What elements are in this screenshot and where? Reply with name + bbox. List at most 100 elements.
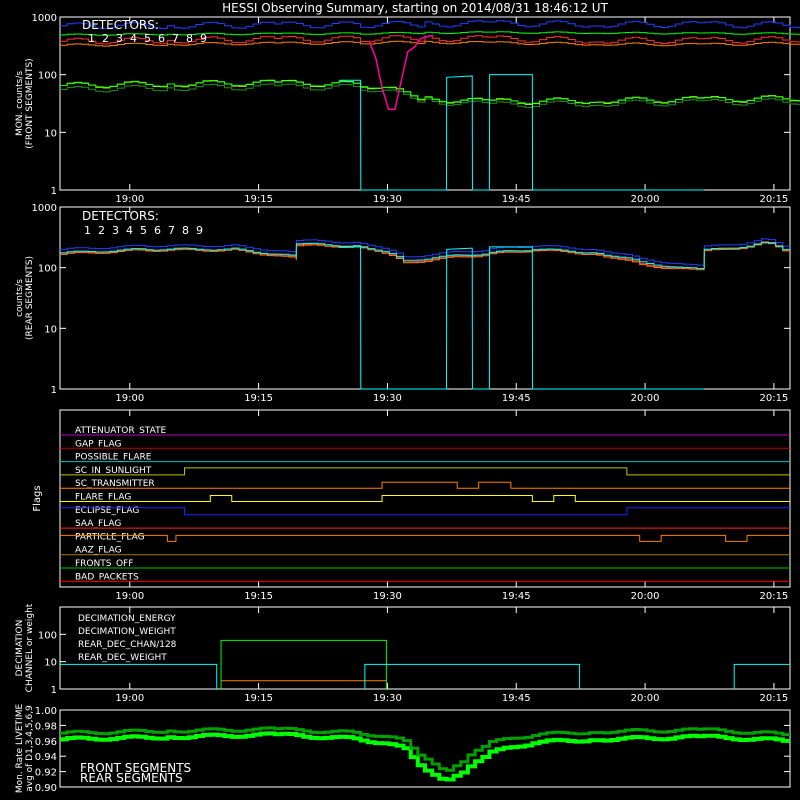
livetime-y-label: Mon. Rate LIVETIME bbox=[15, 704, 25, 794]
flags-y-label: Flags bbox=[32, 485, 43, 511]
flag-row-label: FLARE_FLAG bbox=[75, 493, 131, 503]
front-legend-item: 7 bbox=[172, 32, 179, 45]
front-x-tick-label: 19:30 bbox=[373, 194, 402, 205]
front-y-tick-label: 100 bbox=[38, 71, 57, 82]
front-series-line bbox=[60, 35, 800, 45]
decimation-y-label: CHANNEL or weight bbox=[25, 603, 35, 692]
figure-title: HESSI Observing Summary, starting on 201… bbox=[222, 1, 608, 15]
decimation-y-tick-label: 10 bbox=[44, 658, 57, 669]
decimation-energy-line bbox=[220, 639, 387, 689]
rear-x-tick-label: 20:00 bbox=[631, 393, 660, 404]
front-x-tick-label: 20:00 bbox=[631, 194, 660, 205]
rear-y-tick-label: 100 bbox=[38, 264, 57, 275]
flag-row-label: ECLIPSE_FLAG bbox=[75, 506, 139, 516]
rear-legend-item: 9 bbox=[196, 224, 203, 237]
decimation-plot-frame bbox=[59, 606, 791, 690]
flag-row-line bbox=[60, 507, 790, 516]
decimation-x-tick-label: 19:15 bbox=[244, 693, 273, 704]
flag-row-label: FRONTS_OFF bbox=[75, 559, 133, 569]
front-x-tick-label: 19:15 bbox=[244, 194, 273, 205]
rear-dropout-line bbox=[339, 246, 705, 390]
rear-legend-item: 6 bbox=[154, 224, 161, 237]
flag-row-line bbox=[60, 481, 790, 489]
flags-x-tick-label: 19:15 bbox=[244, 591, 273, 602]
livetime-y-label: avg of D1,3,4,5,6,9 bbox=[25, 705, 35, 792]
rear-legend-item: 7 bbox=[168, 224, 175, 237]
rear-series-line bbox=[60, 241, 790, 269]
flag-row-label: AAZ_FLAG bbox=[75, 546, 122, 556]
front-y-tick-label: 1000 bbox=[32, 13, 57, 24]
rear-y-tick-label: 10 bbox=[44, 324, 57, 335]
decimation-legend-item: DECIMATION_ENERGY bbox=[78, 614, 176, 624]
front-series-line bbox=[60, 31, 800, 36]
front-legend-item: 3 bbox=[116, 32, 123, 45]
decimation-legend-item: REAR_DEC_CHAN/128 bbox=[78, 640, 177, 650]
rear-legend-item: 5 bbox=[140, 224, 147, 237]
rear-legend-item: 4 bbox=[126, 224, 133, 237]
flag-row-label: PARTICLE_FLAG bbox=[75, 532, 145, 542]
flag-row-label: POSSIBLE_FLARE bbox=[75, 453, 152, 463]
decimation-x-tick-label: 19:30 bbox=[373, 693, 402, 704]
front-legend-item: 5 bbox=[144, 32, 151, 45]
decimation-y-tick-label: 1 bbox=[51, 685, 57, 696]
front-series-line bbox=[60, 80, 800, 105]
livetime-y-tick-label: 0.98 bbox=[35, 721, 57, 732]
rear-x-tick-label: 20:15 bbox=[759, 393, 788, 404]
front-series-line bbox=[60, 40, 800, 47]
front-y-tick-label: 1 bbox=[51, 186, 57, 197]
front-legend-item: 9 bbox=[200, 32, 207, 45]
livetime-plot-frame bbox=[59, 709, 791, 788]
rear-legend-item: 3 bbox=[112, 224, 119, 237]
front-y-label: (FRONT SEGMENTS) bbox=[25, 58, 35, 148]
livetime-y-tick-label: 0.92 bbox=[35, 768, 57, 779]
front-y-label: MON. counts/s bbox=[15, 71, 25, 136]
flag-row-label: SC_IN_SUNLIGHT bbox=[75, 466, 152, 476]
rear-legend-item: 2 bbox=[98, 224, 105, 237]
livetime-series-line bbox=[60, 726, 790, 772]
rear-y-tick-label: 1000 bbox=[32, 203, 57, 214]
front-x-tick-label: 19:45 bbox=[502, 194, 531, 205]
rear-x-tick-label: 19:30 bbox=[373, 393, 402, 404]
flag-row-label: ATTENUATOR_STATE bbox=[75, 426, 167, 436]
flag-row-line bbox=[60, 495, 790, 502]
front-spike-line bbox=[368, 34, 434, 111]
front-series-line bbox=[60, 83, 800, 108]
rear-x-tick-label: 19:15 bbox=[244, 393, 273, 404]
livetime-y-tick-label: 1.00 bbox=[35, 706, 57, 717]
flag-row-label: BAD_PACKETS bbox=[75, 572, 139, 582]
livetime-y-tick-label: 0.96 bbox=[35, 737, 57, 748]
livetime-series-line bbox=[60, 731, 790, 782]
front-legend-item: 6 bbox=[158, 32, 165, 45]
front-x-tick-label: 19:00 bbox=[115, 194, 144, 205]
flag-row-label: SC_TRANSMITTER bbox=[75, 479, 155, 489]
flag-row-line bbox=[60, 467, 790, 476]
flags-x-tick-label: 20:15 bbox=[759, 591, 788, 602]
decimation-y-label: DECIMATION bbox=[15, 620, 25, 677]
front-legend-item: 8 bbox=[186, 32, 193, 45]
front-legend-title: DETECTORS: bbox=[82, 18, 159, 32]
rear-legend-title: DETECTORS: bbox=[82, 209, 159, 223]
decimation-y-tick-label: 100 bbox=[38, 630, 57, 641]
rear-legend-item: 1 bbox=[84, 224, 91, 237]
flag-row-line bbox=[60, 534, 790, 542]
front-legend-item: 4 bbox=[130, 32, 137, 45]
decimation-x-tick-label: 20:15 bbox=[759, 693, 788, 704]
flag-row-label: SAA_FLAG bbox=[75, 519, 121, 529]
rear-dec-chan-line bbox=[60, 663, 790, 689]
decimation-legend-item: REAR_DEC_WEIGHT bbox=[78, 653, 167, 663]
livetime-y-tick-label: 0.90 bbox=[35, 783, 57, 794]
flags-x-tick-label: 19:30 bbox=[373, 591, 402, 602]
rear-y-label: counts/s bbox=[15, 279, 25, 317]
rear-series-line bbox=[60, 238, 790, 266]
front-legend-item: 2 bbox=[102, 32, 109, 45]
decimation-x-tick-label: 19:00 bbox=[115, 693, 144, 704]
decimation-legend-item: DECIMATION_WEIGHT bbox=[78, 627, 176, 637]
rear-y-tick-label: 1 bbox=[51, 385, 57, 396]
front-dropout-line bbox=[339, 74, 705, 191]
livetime-legend-item: FRONT SEGMENTS bbox=[80, 761, 191, 775]
front-legend-item: 1 bbox=[88, 32, 95, 45]
flags-x-tick-label: 19:00 bbox=[115, 591, 144, 602]
front-y-tick-label: 10 bbox=[44, 128, 57, 139]
front-x-tick-label: 20:15 bbox=[759, 194, 788, 205]
